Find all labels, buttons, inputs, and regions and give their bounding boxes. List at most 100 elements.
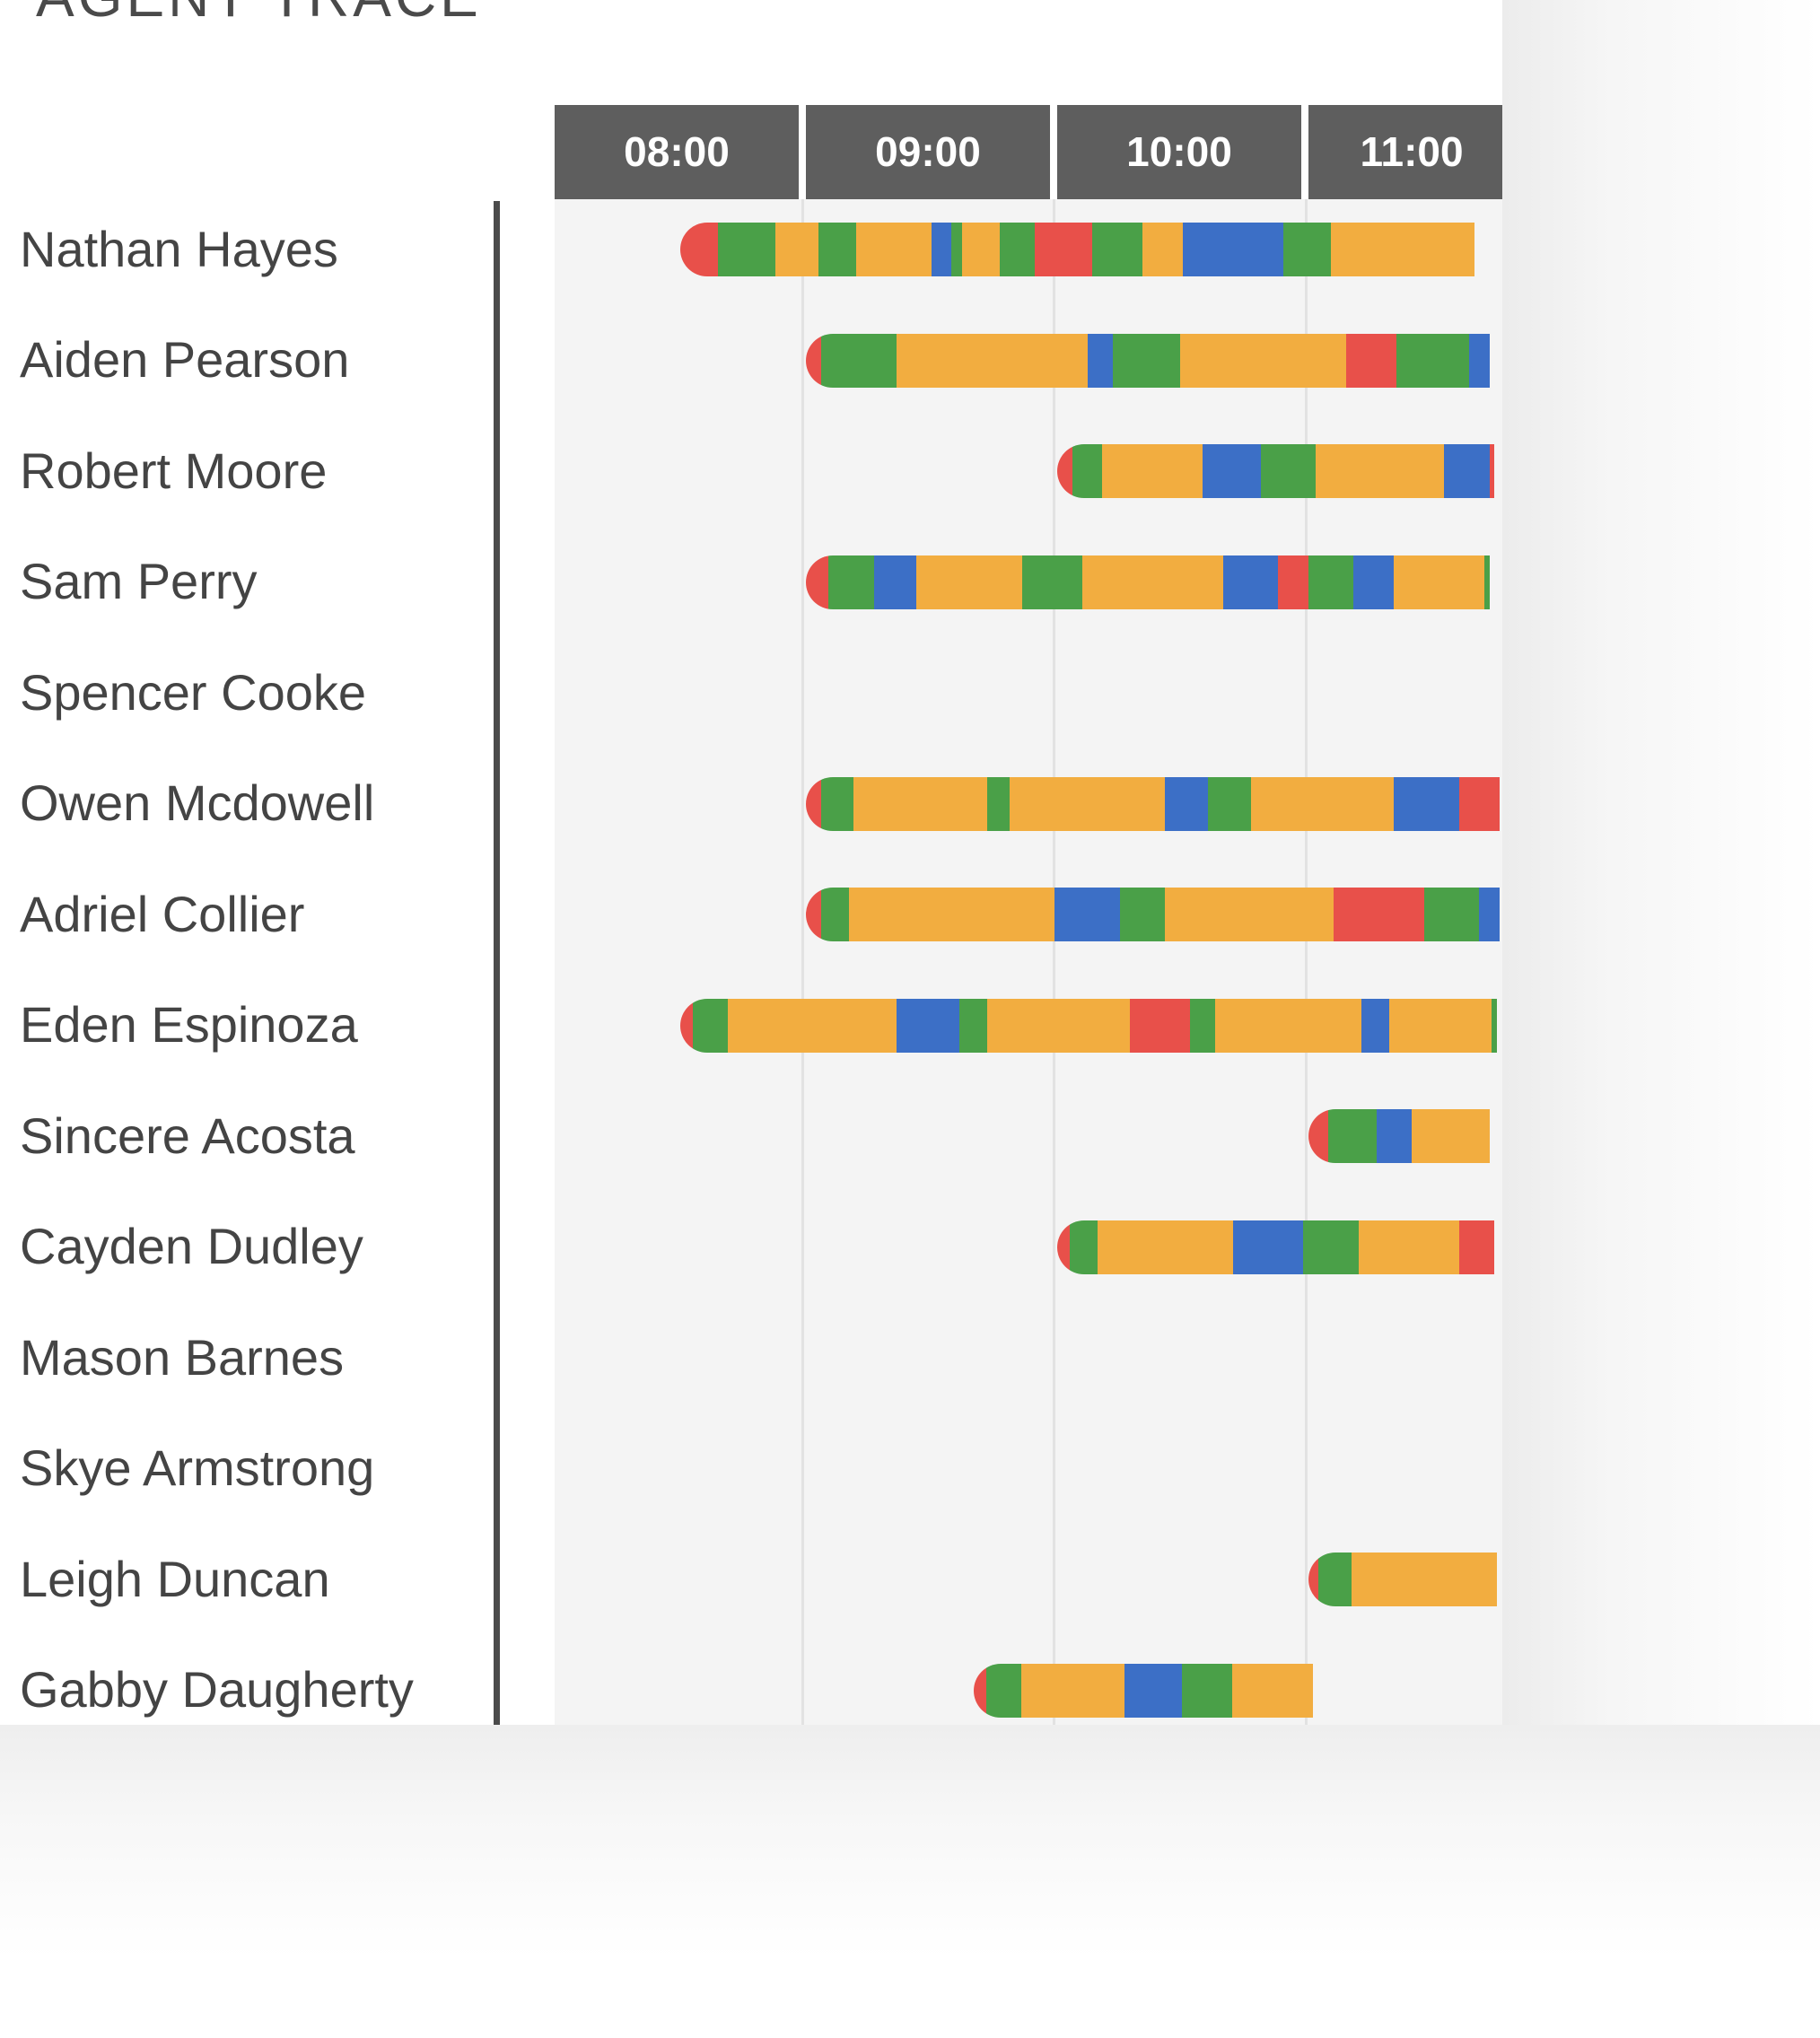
trace-segment[interactable] [806, 776, 821, 831]
trace-segment[interactable] [951, 223, 962, 276]
trace-segment[interactable] [1278, 555, 1308, 609]
trace-segment[interactable] [1308, 1109, 1329, 1163]
trace-segment[interactable] [1394, 776, 1459, 831]
trace-segment[interactable] [680, 998, 693, 1053]
agent-name[interactable]: Robert Moore [20, 442, 328, 499]
trace-segment[interactable] [1182, 1663, 1233, 1718]
trace-segment[interactable] [1120, 888, 1166, 941]
trace-segment[interactable] [1102, 444, 1203, 498]
trace-segment[interactable] [916, 555, 1022, 609]
trace-segment[interactable] [1232, 1663, 1313, 1718]
agent-name[interactable]: Cayden Dudley [20, 1218, 363, 1274]
trace-segment[interactable] [1469, 333, 1490, 388]
trace-segment[interactable] [1208, 776, 1251, 831]
trace-segment[interactable] [1492, 998, 1497, 1053]
trace-segment[interactable] [1250, 776, 1395, 831]
trace-segment[interactable] [985, 1663, 1021, 1718]
trace-bar[interactable] [806, 555, 1502, 609]
agent-name[interactable]: Adriel Collier [20, 886, 305, 942]
trace-segment[interactable] [1316, 444, 1445, 498]
trace-segment[interactable] [818, 223, 856, 276]
trace-segment[interactable] [1233, 1220, 1304, 1274]
trace-bar[interactable] [1057, 1220, 1502, 1274]
trace-segment[interactable] [806, 333, 821, 388]
trace-bar[interactable] [973, 1663, 1502, 1718]
trace-segment[interactable] [1353, 555, 1395, 609]
trace-segment[interactable] [828, 555, 874, 609]
trace-segment[interactable] [999, 223, 1035, 276]
trace-segment[interactable] [1484, 555, 1490, 609]
trace-segment[interactable] [1034, 223, 1093, 276]
trace-segment[interactable] [986, 776, 1010, 831]
trace-segment[interactable] [1283, 223, 1332, 276]
trace-segment[interactable] [1097, 1220, 1233, 1274]
trace-segment[interactable] [1072, 444, 1103, 498]
trace-segment[interactable] [680, 223, 718, 276]
trace-segment[interactable] [1130, 998, 1191, 1053]
agent-name[interactable]: Nathan Hayes [20, 221, 338, 277]
trace-segment[interactable] [932, 223, 952, 276]
trace-segment[interactable] [1009, 776, 1166, 831]
agent-name[interactable]: Gabby Daugherty [20, 1661, 414, 1718]
trace-segment[interactable] [1303, 1220, 1359, 1274]
trace-bar[interactable] [680, 223, 1502, 276]
trace-segment[interactable] [1411, 1109, 1490, 1163]
trace-segment[interactable] [1331, 223, 1474, 276]
trace-segment[interactable] [1308, 555, 1354, 609]
trace-segment[interactable] [1215, 998, 1361, 1053]
trace-segment[interactable] [1082, 555, 1223, 609]
trace-segment[interactable] [1112, 333, 1181, 388]
trace-segment[interactable] [1459, 1220, 1495, 1274]
trace-segment[interactable] [973, 1663, 986, 1718]
trace-segment[interactable] [806, 888, 821, 941]
trace-segment[interactable] [1021, 555, 1082, 609]
trace-segment[interactable] [1054, 888, 1120, 941]
trace-segment[interactable] [1318, 1553, 1352, 1606]
agent-name[interactable]: Sam Perry [20, 553, 258, 609]
trace-segment[interactable] [1222, 555, 1279, 609]
trace-segment[interactable] [896, 998, 959, 1053]
trace-segment[interactable] [1070, 1220, 1098, 1274]
trace-segment[interactable] [693, 998, 729, 1053]
trace-segment[interactable] [1388, 998, 1492, 1053]
agent-name[interactable]: Owen Mcdowell [20, 774, 375, 831]
trace-segment[interactable] [986, 998, 1131, 1053]
trace-segment[interactable] [1334, 888, 1424, 941]
trace-segment[interactable] [1183, 223, 1283, 276]
trace-segment[interactable] [873, 555, 917, 609]
trace-segment[interactable] [1479, 888, 1500, 941]
trace-segment[interactable] [1165, 888, 1334, 941]
trace-segment[interactable] [1444, 444, 1490, 498]
trace-segment[interactable] [1203, 444, 1261, 498]
trace-segment[interactable] [1180, 333, 1346, 388]
trace-segment[interactable] [1124, 1663, 1183, 1718]
trace-bar[interactable] [680, 998, 1502, 1053]
trace-segment[interactable] [1087, 333, 1113, 388]
trace-segment[interactable] [1308, 1553, 1319, 1606]
trace-segment[interactable] [1359, 1220, 1459, 1274]
trace-segment[interactable] [1142, 223, 1183, 276]
trace-segment[interactable] [896, 333, 1088, 388]
trace-segment[interactable] [1260, 444, 1317, 498]
trace-segment[interactable] [1459, 776, 1500, 831]
trace-bar[interactable] [806, 333, 1502, 388]
trace-segment[interactable] [820, 333, 897, 388]
trace-segment[interactable] [1328, 1109, 1377, 1163]
trace-segment[interactable] [820, 888, 849, 941]
trace-segment[interactable] [775, 223, 818, 276]
trace-segment[interactable] [718, 223, 776, 276]
trace-bar[interactable] [1057, 444, 1502, 498]
trace-segment[interactable] [728, 998, 897, 1053]
trace-segment[interactable] [848, 888, 1055, 941]
trace-segment[interactable] [1423, 888, 1480, 941]
trace-segment[interactable] [1165, 776, 1208, 831]
agent-name[interactable]: Sincere Acosta [20, 1107, 355, 1164]
agent-name[interactable]: Spencer Cooke [20, 664, 367, 721]
trace-bar[interactable] [806, 888, 1502, 941]
trace-bar[interactable] [806, 776, 1502, 831]
agent-name[interactable]: Leigh Duncan [20, 1551, 330, 1607]
trace-segment[interactable] [961, 223, 1000, 276]
trace-segment[interactable] [1396, 333, 1470, 388]
trace-segment[interactable] [1351, 1553, 1497, 1606]
trace-bar[interactable] [1308, 1109, 1502, 1163]
